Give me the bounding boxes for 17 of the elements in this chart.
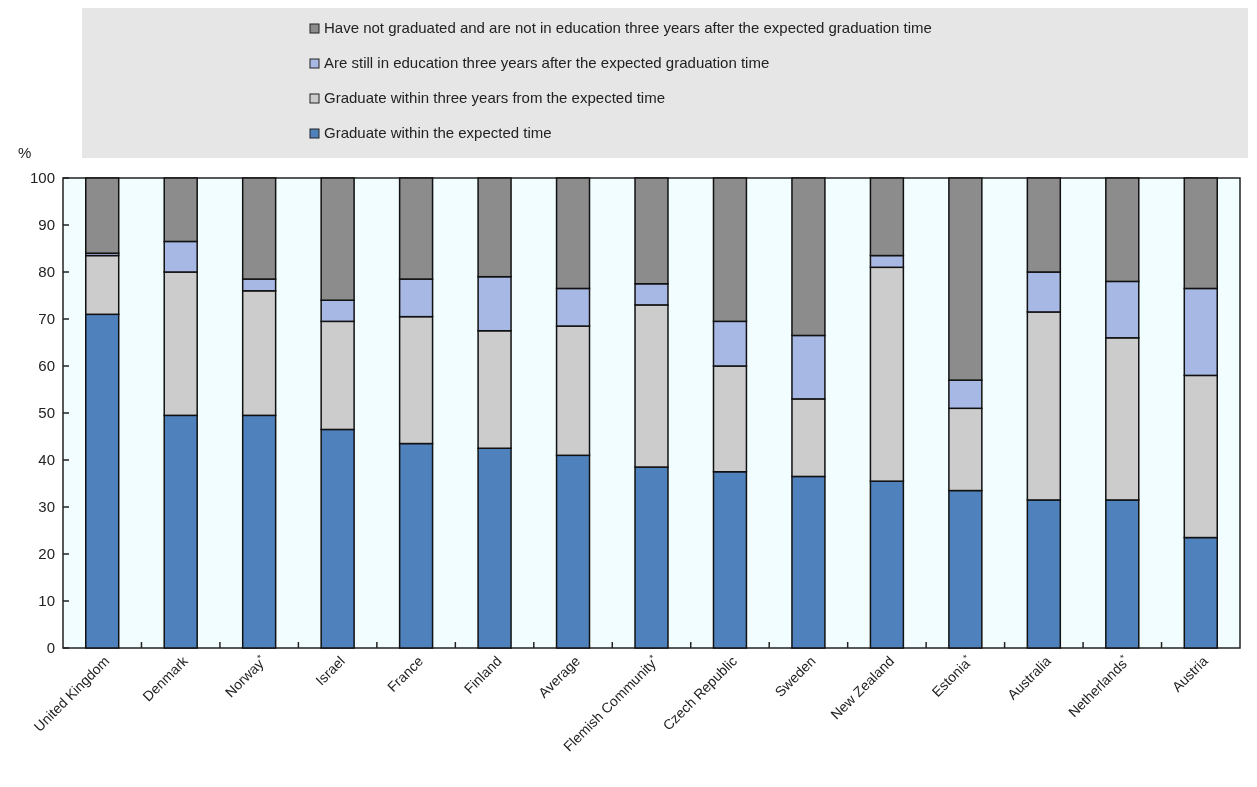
y-tick-label: 20	[38, 545, 55, 563]
legend-label: Graduate within the expected time	[324, 124, 552, 141]
y-tick-label: 70	[38, 310, 55, 328]
y-axis-title: %	[18, 144, 32, 161]
bar	[85, 177, 120, 254]
legend-label: Graduate within three years from the expected time	[324, 89, 666, 106]
legend-label: Have not graduated and are not in education three years after the expected graduation time	[324, 19, 932, 36]
y-tick-label: 0	[46, 639, 55, 657]
legend-label: Are still in education three years after the expected graduation time	[324, 54, 770, 71]
y-tick-label: 60	[38, 357, 55, 375]
y-tick-label: 30	[38, 498, 55, 516]
y-tick-label: 10	[38, 592, 55, 610]
y-tick-label: 100	[29, 169, 55, 187]
y-tick-label: 40	[38, 451, 55, 469]
y-tick-label: 50	[38, 404, 55, 422]
y-tick-label: 90	[38, 216, 55, 234]
y-tick-label: 80	[38, 263, 55, 281]
